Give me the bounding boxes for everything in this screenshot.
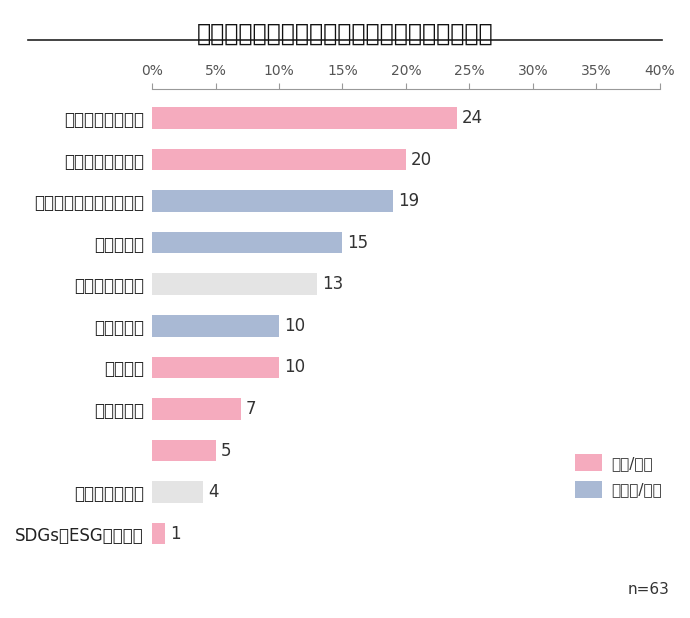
Bar <box>152 107 457 129</box>
Text: 10: 10 <box>284 358 305 376</box>
Bar <box>152 481 203 503</box>
Text: 13: 13 <box>322 275 344 294</box>
Text: 20: 20 <box>411 151 432 169</box>
Text: 1: 1 <box>170 525 181 543</box>
Bar <box>152 523 165 544</box>
Bar <box>152 357 279 378</box>
Text: 15: 15 <box>348 234 368 252</box>
Legend: 改善/強化, 効率化/削減: 改善/強化, 効率化/削減 <box>575 454 662 498</box>
Text: 5: 5 <box>221 441 231 460</box>
Text: 10: 10 <box>284 317 305 335</box>
Text: オフィス移転検討・実施の理由（複数選択可）: オフィス移転検討・実施の理由（複数選択可） <box>197 22 493 46</box>
Bar <box>152 273 317 295</box>
Bar <box>152 190 393 212</box>
Text: 4: 4 <box>208 483 219 501</box>
Bar <box>152 232 342 253</box>
Bar <box>152 315 279 337</box>
Text: 24: 24 <box>462 109 483 127</box>
Bar <box>152 149 406 171</box>
Text: 7: 7 <box>246 400 257 418</box>
Bar <box>152 398 241 420</box>
Text: n=63: n=63 <box>628 582 670 597</box>
Text: 19: 19 <box>398 192 420 210</box>
Bar <box>152 440 215 462</box>
